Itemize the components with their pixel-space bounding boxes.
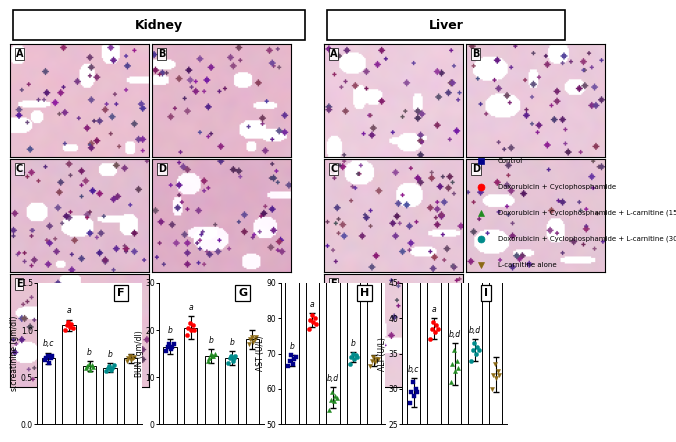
Text: a: a xyxy=(67,306,72,316)
Text: Control: Control xyxy=(498,158,523,164)
Text: Liver: Liver xyxy=(429,19,464,32)
Bar xyxy=(184,328,197,424)
Bar xyxy=(448,187,461,424)
Text: b: b xyxy=(351,339,356,347)
FancyBboxPatch shape xyxy=(13,11,305,40)
Text: E: E xyxy=(330,278,337,289)
Text: D: D xyxy=(158,164,166,174)
Bar xyxy=(327,221,339,424)
Text: E: E xyxy=(16,278,22,289)
Bar xyxy=(103,368,117,424)
Text: b,c: b,c xyxy=(408,365,419,374)
Text: Kidney: Kidney xyxy=(135,19,183,32)
Text: F: F xyxy=(117,288,125,298)
Bar xyxy=(42,358,55,424)
Text: A: A xyxy=(16,49,23,59)
Y-axis label: BUN (gm/dl): BUN (gm/dl) xyxy=(135,330,143,377)
Y-axis label: s.creatinine (gm/dl): s.creatinine (gm/dl) xyxy=(11,316,20,391)
Text: b,d: b,d xyxy=(449,330,460,339)
Bar xyxy=(468,173,482,424)
Bar xyxy=(489,198,502,424)
Text: b: b xyxy=(107,350,112,359)
Bar xyxy=(347,180,360,424)
Text: b,c: b,c xyxy=(43,339,54,348)
Text: D: D xyxy=(472,164,480,174)
Bar xyxy=(367,184,381,424)
Text: Doxorubicin + Cyclophosphamide: Doxorubicin + Cyclophosphamide xyxy=(498,184,616,190)
Text: A: A xyxy=(330,49,337,59)
Bar xyxy=(427,152,441,424)
Bar xyxy=(285,184,299,424)
Bar xyxy=(306,143,319,424)
Text: G: G xyxy=(238,288,247,298)
Text: L-carnitine alone: L-carnitine alone xyxy=(498,262,556,268)
Text: b: b xyxy=(209,335,214,345)
Text: b: b xyxy=(168,326,172,335)
Text: a: a xyxy=(189,303,193,312)
Bar xyxy=(124,358,137,424)
Bar xyxy=(83,366,96,424)
Bar xyxy=(245,339,259,424)
Text: b,d: b,d xyxy=(469,326,481,335)
Bar xyxy=(407,216,420,424)
Text: a: a xyxy=(432,305,437,314)
Bar xyxy=(164,347,177,424)
Y-axis label: AST (U/L): AST (U/L) xyxy=(256,336,265,371)
Bar xyxy=(225,358,239,424)
Text: C: C xyxy=(330,164,337,174)
Y-axis label: ALT (U/L): ALT (U/L) xyxy=(378,337,387,370)
Bar xyxy=(205,356,218,424)
Text: a: a xyxy=(310,300,315,309)
Text: B: B xyxy=(158,49,165,59)
Text: Doxorubicin + Cyclophosphamide + L-carnitine (150 mg/kg): Doxorubicin + Cyclophosphamide + L-carni… xyxy=(498,210,676,216)
Text: H: H xyxy=(360,288,369,298)
Text: Doxorubicin + Cyclophosphamide + L-carnitine (300 mg/kg): Doxorubicin + Cyclophosphamide + L-carni… xyxy=(498,236,676,242)
Bar xyxy=(62,325,76,424)
Text: B: B xyxy=(472,49,479,59)
Text: I: I xyxy=(484,288,488,298)
Text: b: b xyxy=(87,348,92,357)
Text: b: b xyxy=(229,338,234,347)
Text: b,d: b,d xyxy=(327,374,339,383)
Text: b: b xyxy=(289,342,294,351)
Text: C: C xyxy=(16,164,23,174)
FancyBboxPatch shape xyxy=(327,11,565,40)
